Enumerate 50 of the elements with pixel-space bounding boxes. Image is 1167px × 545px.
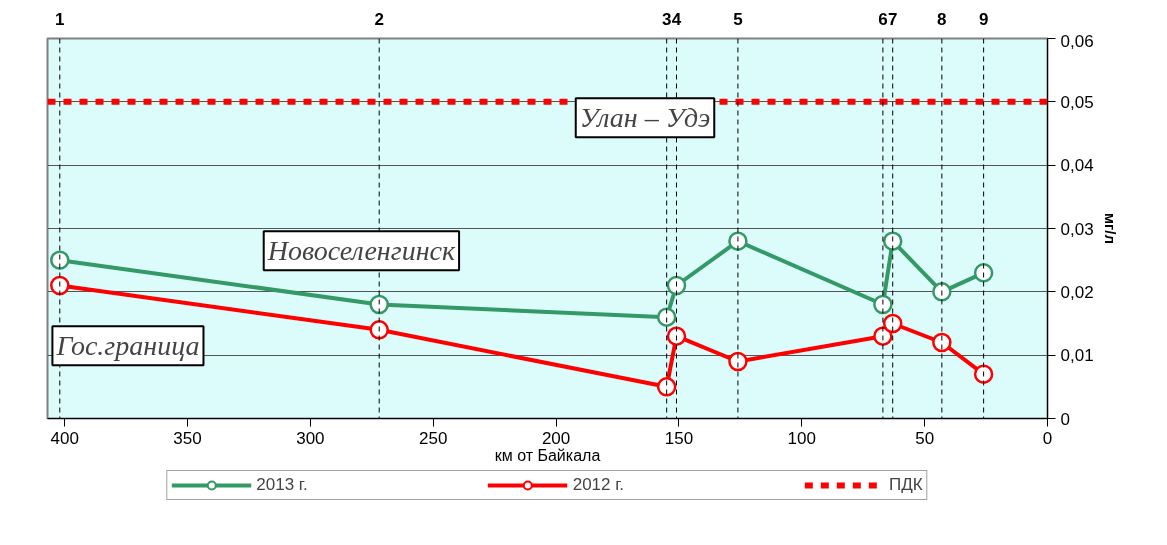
point — [50, 275, 70, 296]
x-tick-label: 100 — [787, 428, 816, 448]
annotation: Улан – Удэ — [579, 102, 711, 134]
text: 6 — [878, 10, 888, 30]
annotation: Новоселенгинск — [266, 235, 456, 267]
point — [973, 364, 994, 384]
text: 7 — [887, 10, 898, 30]
point — [728, 351, 748, 372]
text: 1 — [55, 10, 65, 30]
x-tick-label: 150 — [664, 428, 694, 448]
point — [666, 326, 687, 346]
legend-label: 2013 г. — [256, 475, 308, 495]
point — [50, 250, 70, 270]
point — [973, 263, 994, 283]
y-tick-label: 0,05 — [1060, 92, 1094, 112]
point — [932, 282, 952, 302]
text: 3 — [661, 10, 672, 30]
y-tick-label: 0,02 — [1060, 282, 1094, 302]
x-tick-label: 250 — [419, 428, 448, 448]
x-tick-label: 350 — [173, 428, 202, 448]
point — [728, 231, 748, 251]
legend-label: ПДК — [889, 475, 923, 495]
y-tick-label: 0 — [1060, 409, 1070, 429]
text: 8 — [937, 10, 947, 30]
point — [369, 320, 389, 340]
point — [932, 332, 952, 353]
point — [873, 294, 893, 315]
x-tick-label: 50 — [915, 428, 935, 448]
y-axis-title: мг/л — [1101, 212, 1119, 245]
point — [369, 294, 389, 315]
x-tick-label: 400 — [50, 428, 79, 448]
point — [882, 313, 903, 334]
point — [882, 231, 903, 251]
point — [666, 275, 687, 296]
x-tick-label: 300 — [296, 428, 325, 448]
y-tick-label: 0,04 — [1060, 156, 1094, 176]
x-tick-label: 200 — [541, 428, 571, 448]
point — [656, 307, 677, 327]
point — [656, 377, 677, 397]
text: 2 — [374, 10, 384, 30]
y-tick-label: 0,06 — [1060, 31, 1094, 51]
y-tick-label: 0,03 — [1060, 219, 1094, 239]
legend-label: 2012 г. — [572, 475, 625, 495]
x-axis-title: км от Байкала — [494, 446, 601, 464]
text: 9 — [978, 10, 989, 30]
y-tick-label: 0,01 — [1060, 346, 1094, 366]
x-tick-label: 0 — [1042, 428, 1053, 448]
text: 4 — [671, 10, 682, 30]
annotation: Гос.граница — [55, 330, 200, 362]
text: 5 — [733, 10, 743, 30]
